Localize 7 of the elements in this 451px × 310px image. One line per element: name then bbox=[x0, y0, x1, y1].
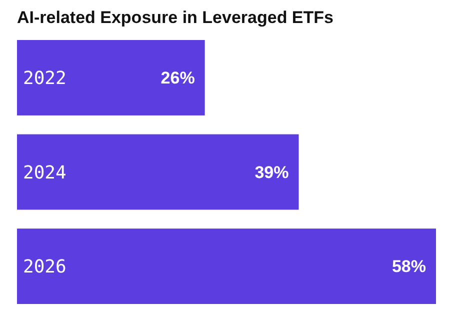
data-label: 26% bbox=[160, 68, 195, 88]
data-label: 58% bbox=[392, 257, 426, 276]
chart-title: AI-related Exposure in Leveraged ETFs bbox=[17, 8, 334, 27]
y-tick-label: 2024 bbox=[23, 162, 66, 184]
y-tick-label: 2022 bbox=[23, 68, 66, 90]
data-label: 39% bbox=[254, 162, 289, 182]
y-tick-label: 2026 bbox=[23, 256, 66, 278]
